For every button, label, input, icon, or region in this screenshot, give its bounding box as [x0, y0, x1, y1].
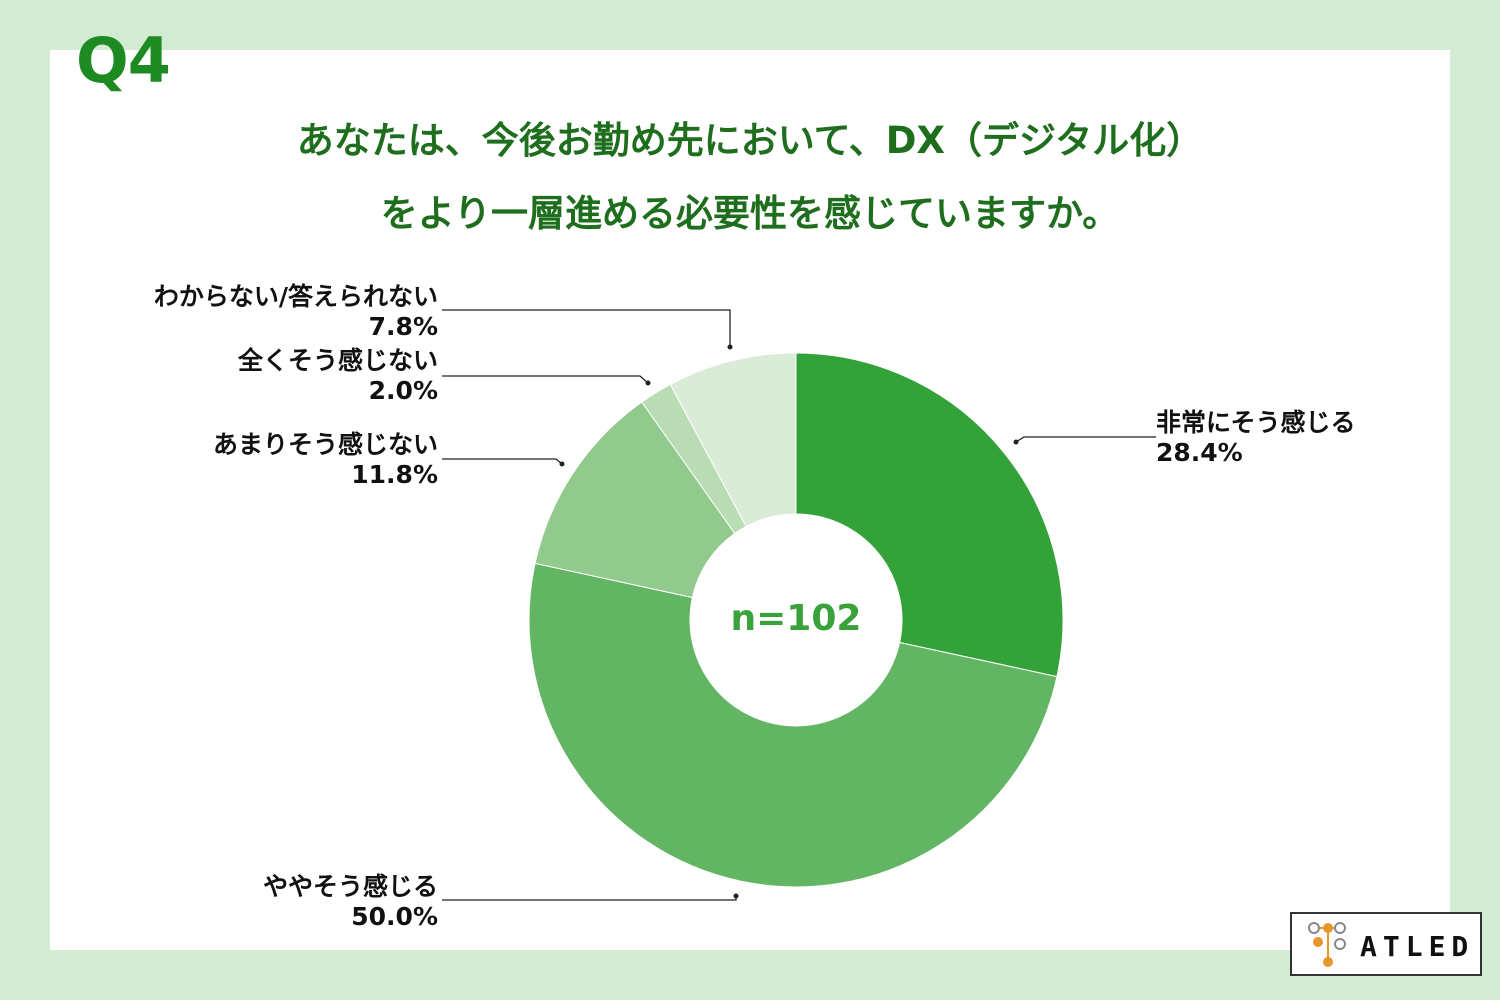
- chart-title-line-1: あなたは、今後お勤め先において、DX（デジタル化）: [296, 119, 1204, 162]
- slice-percent-very: 28.4%: [1156, 438, 1243, 467]
- slice-label-not-at-all: 全くそう感じない 2.0%: [238, 346, 438, 406]
- slice-category-not-much: あまりそう感じない: [212, 430, 438, 459]
- leader-dot-very: [1013, 439, 1019, 445]
- logo-mark-icon: [1308, 922, 1346, 967]
- chart-title-line-2: をより一層進める必要性を感じていますか。: [380, 192, 1120, 235]
- slice-unknown: [669, 352, 797, 528]
- leader-line-very: [1015, 436, 1156, 443]
- slice-category-not-at-all: 全くそう感じない: [237, 346, 438, 375]
- slice-percent-not-much: 11.8%: [351, 460, 438, 489]
- slice-label-not-much: あまりそう感じない 11.8%: [213, 430, 438, 490]
- slice-label-very: 非常にそう感じる 28.4%: [1156, 408, 1356, 468]
- slice-percent-unknown: 7.8%: [368, 312, 438, 341]
- slice-category-somewhat: ややそう感じる: [262, 872, 438, 901]
- leader-dot-somewhat: [733, 893, 739, 899]
- leader-line-not-at-all: [442, 375, 649, 384]
- slice-label-unknown: わからない/答えられない 7.8%: [154, 282, 438, 342]
- leader-line-somewhat: [442, 896, 737, 901]
- slice-somewhat: [528, 562, 1058, 888]
- logo-text: ATLED: [1360, 930, 1475, 963]
- slice-percent-somewhat: 50.0%: [351, 902, 438, 931]
- slice-percent-not-at-all: 2.0%: [368, 376, 438, 405]
- slice-not-much: [534, 401, 736, 599]
- question-number: Q4: [76, 24, 171, 97]
- leader-dot-not-much: [559, 461, 565, 467]
- leader-dot-unknown: [727, 344, 733, 350]
- slice-category-unknown: わからない/答えられない: [153, 282, 438, 311]
- slice-category-very: 非常にそう感じる: [1156, 408, 1356, 437]
- leader-line-unknown: [442, 309, 731, 347]
- slice-label-somewhat: ややそう感じる 50.0%: [263, 872, 438, 932]
- atled-logo: ATLED: [1290, 912, 1482, 976]
- leader-dot-not-at-all: [645, 380, 651, 386]
- leader-line-not-much: [442, 458, 563, 465]
- slice-very: [795, 352, 1064, 678]
- sample-size-label: n=102: [730, 598, 862, 639]
